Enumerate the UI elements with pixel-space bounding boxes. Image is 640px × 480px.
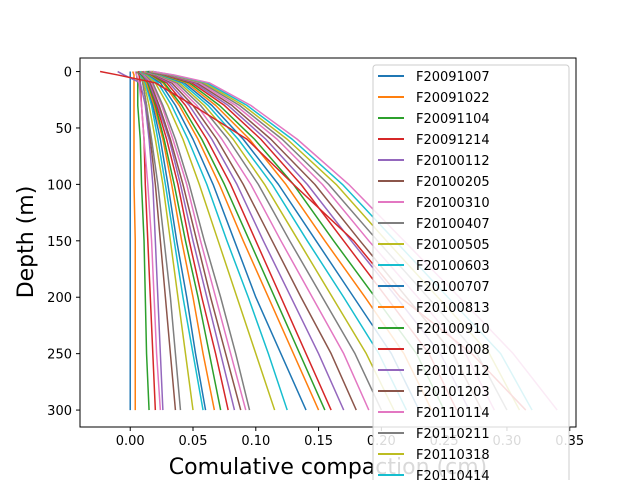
legend-label: F20101203 (416, 385, 490, 400)
series-line-12 (137, 70, 222, 411)
legend-label: F20101112 (416, 364, 490, 379)
legend-label: F20110414 (416, 469, 490, 480)
legend-label: F20100505 (416, 238, 490, 253)
legend-label: F20100603 (416, 259, 490, 274)
legend-label: F20091104 (416, 112, 490, 127)
y-axis-ticks: 0 50 100 150 200 250 300 (47, 66, 80, 419)
series-line-23 (142, 70, 332, 411)
series-line-22 (142, 70, 326, 411)
legend-label: F20110211 (416, 427, 490, 442)
plot-frame (79, 57, 577, 428)
x-tick-label: 0.00 (116, 434, 145, 449)
legend-label: F20110318 (416, 448, 490, 463)
y-tick-label: 50 (55, 122, 72, 137)
y-tick-label: 200 (47, 291, 72, 306)
y-tick-label: 0 (64, 66, 72, 81)
x-tick-label: 0.15 (304, 434, 333, 449)
legend-label: F20091007 (416, 70, 490, 85)
series-line-19 (139, 70, 288, 411)
y-axis-label: Depth (m) (14, 186, 39, 299)
legend-label: F20100205 (416, 175, 490, 190)
series-line-16 (138, 70, 247, 411)
legend-label: F20100910 (416, 322, 490, 337)
y-tick-label: 150 (47, 235, 72, 250)
series-line-17 (138, 70, 251, 411)
legend-label: F20100813 (416, 301, 490, 316)
y-tick-label: 300 (47, 404, 72, 419)
legend-label: F20091022 (416, 91, 490, 106)
y-tick-label: 100 (47, 178, 72, 193)
legend-label: F20091214 (416, 133, 490, 148)
legend: F20091007 F20091022 F20091104 F20091214 F201… (372, 64, 570, 480)
legend-label: F20100407 (416, 217, 490, 232)
series-line-9 (137, 71, 204, 411)
legend-label: F20110114 (416, 406, 490, 421)
series-line-14 (138, 70, 236, 411)
legend-label: F20101008 (416, 343, 490, 358)
x-tick-label: 0.05 (179, 434, 208, 449)
series-line-24 (142, 70, 345, 411)
y-tick-label: 250 (47, 348, 72, 363)
series-line-25 (143, 70, 357, 411)
legend-box (372, 64, 570, 480)
series-line-20 (141, 70, 307, 411)
series-line-4 (117, 70, 164, 411)
legend-label: F20100707 (416, 280, 490, 295)
legend-label: F20100310 (416, 196, 490, 211)
legend-label: F20100112 (416, 154, 490, 169)
x-tick-label: 0.10 (241, 434, 270, 449)
series-line-18 (139, 70, 276, 411)
